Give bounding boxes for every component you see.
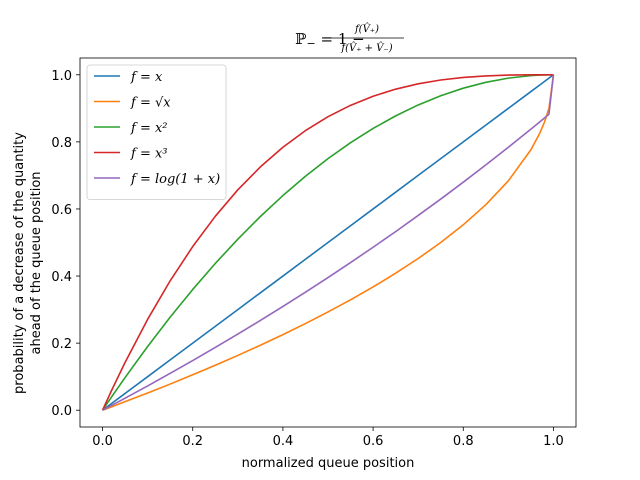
x-tick-label: 0.4 [273,434,294,449]
plot-frame [79,57,577,428]
x-tick-label: 0.6 [363,434,384,449]
title-lhs-sub: − [307,37,316,50]
y-axis-label-line-2: ahead of the queue position [29,171,44,354]
y-tick-label: 0.0 [51,404,72,419]
x-tick-label: 1.0 [543,434,564,449]
y-tick-label: 0.4 [51,270,72,285]
legend-box [86,64,227,200]
x-axis: 0.0 0.2 0.4 0.6 0.8 1.0 [92,427,564,449]
x-tick-label: 0.8 [453,434,474,449]
y-tick-label: 0.6 [51,203,72,218]
series-line-4 [101,73,554,411]
legend-label: f = x [130,70,163,85]
legend-label: f = log(1 + x) [130,172,220,187]
x-axis-label: normalized queue position [242,456,415,471]
series-line-5 [102,74,555,411]
series-line-2 [102,74,555,411]
legend-label: f = √x [130,96,171,111]
y-tick-label: 0.2 [51,337,72,352]
title-denominator: f(V̂₊ + V̂₋) [340,42,392,54]
legend: f = x f = √x f = x² f = x³ f = log(1 + x) [86,64,227,200]
legend-label: f = x² [130,121,168,136]
y-axis-label-line-1: probability of a decrease of the quantit… [12,132,27,394]
title-lhs: ℙ [295,30,307,48]
title-numerator: f(V̂₊) [354,23,379,35]
x-tick-label: 0.2 [182,434,203,449]
series-line-1 [102,74,554,411]
series-group [101,73,555,411]
y-axis: 0.0 0.2 0.4 0.6 0.8 1.0 [51,69,80,419]
y-tick-label: 1.0 [51,69,72,84]
legend-label: f = x³ [130,147,168,162]
title-eq: = 1 − [316,30,365,48]
chart-title: ℙ− = 1 − [295,30,364,50]
x-tick-label: 0.0 [92,434,113,449]
y-tick-label: 0.8 [51,136,72,151]
